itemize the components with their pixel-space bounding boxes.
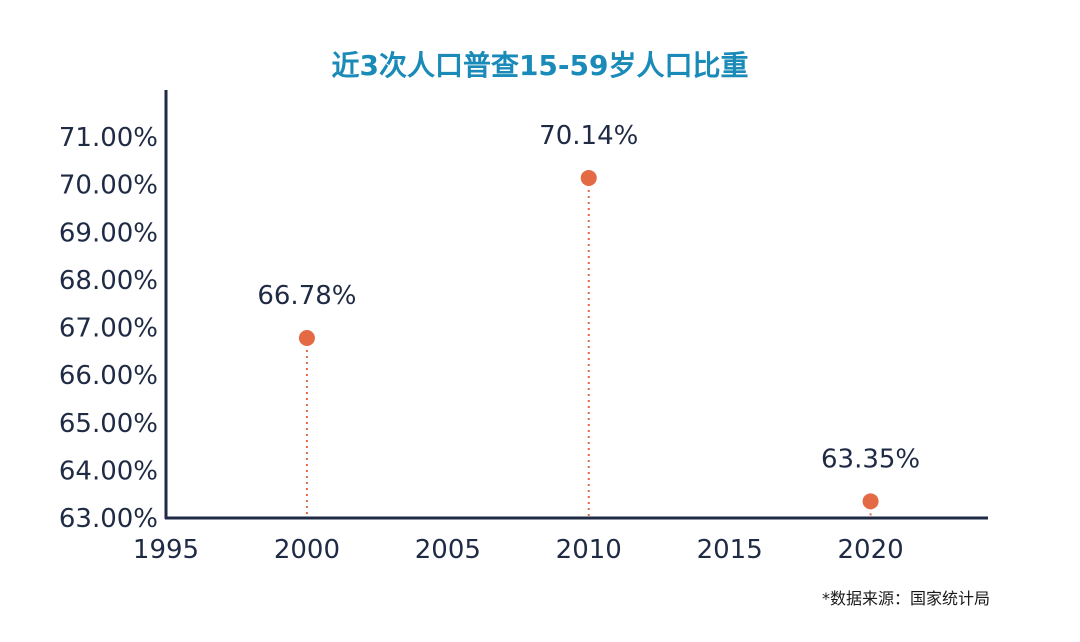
x-tick-label: 2010 bbox=[556, 535, 622, 565]
x-tick-label: 2020 bbox=[837, 535, 903, 565]
x-tick-label: 2015 bbox=[697, 535, 763, 565]
y-tick-label: 64.00% bbox=[59, 456, 158, 486]
y-tick-label: 68.00% bbox=[59, 266, 158, 296]
data-point bbox=[298, 329, 315, 346]
x-tick-label: 2000 bbox=[274, 535, 340, 565]
axes bbox=[164, 90, 988, 520]
y-tick-labels: 63.00% 64.00% 65.00% 66.00% 67.00% 68.00% 69.0… bbox=[59, 123, 158, 534]
data-point bbox=[580, 169, 597, 186]
y-tick-label: 63.00% bbox=[59, 504, 158, 534]
data-label: 66.78% bbox=[257, 281, 356, 311]
x-tick-labels: 1995 2000 2005 2010 2015 2020 bbox=[133, 535, 904, 565]
data-label: 63.35% bbox=[821, 444, 920, 474]
y-tick-label: 65.00% bbox=[59, 409, 158, 439]
data-point bbox=[862, 493, 879, 510]
y-tick-label: 71.00% bbox=[59, 123, 158, 153]
drop-lines bbox=[305, 177, 872, 516]
y-tick-label: 67.00% bbox=[59, 314, 158, 344]
y-tick-label: 70.00% bbox=[59, 171, 158, 201]
x-tick-label: 1995 bbox=[133, 535, 199, 565]
data-points bbox=[298, 169, 879, 510]
chart-title: 近3次人口普查15-59岁人口比重 bbox=[331, 49, 749, 82]
data-source-note: *数据来源：国家统计局 bbox=[821, 589, 990, 608]
data-labels: 66.78% 70.14% 63.35% bbox=[257, 121, 920, 474]
y-tick-label: 69.00% bbox=[59, 218, 158, 248]
data-label: 70.14% bbox=[539, 121, 638, 151]
x-tick-label: 2005 bbox=[415, 535, 481, 565]
y-tick-label: 66.00% bbox=[59, 361, 158, 391]
